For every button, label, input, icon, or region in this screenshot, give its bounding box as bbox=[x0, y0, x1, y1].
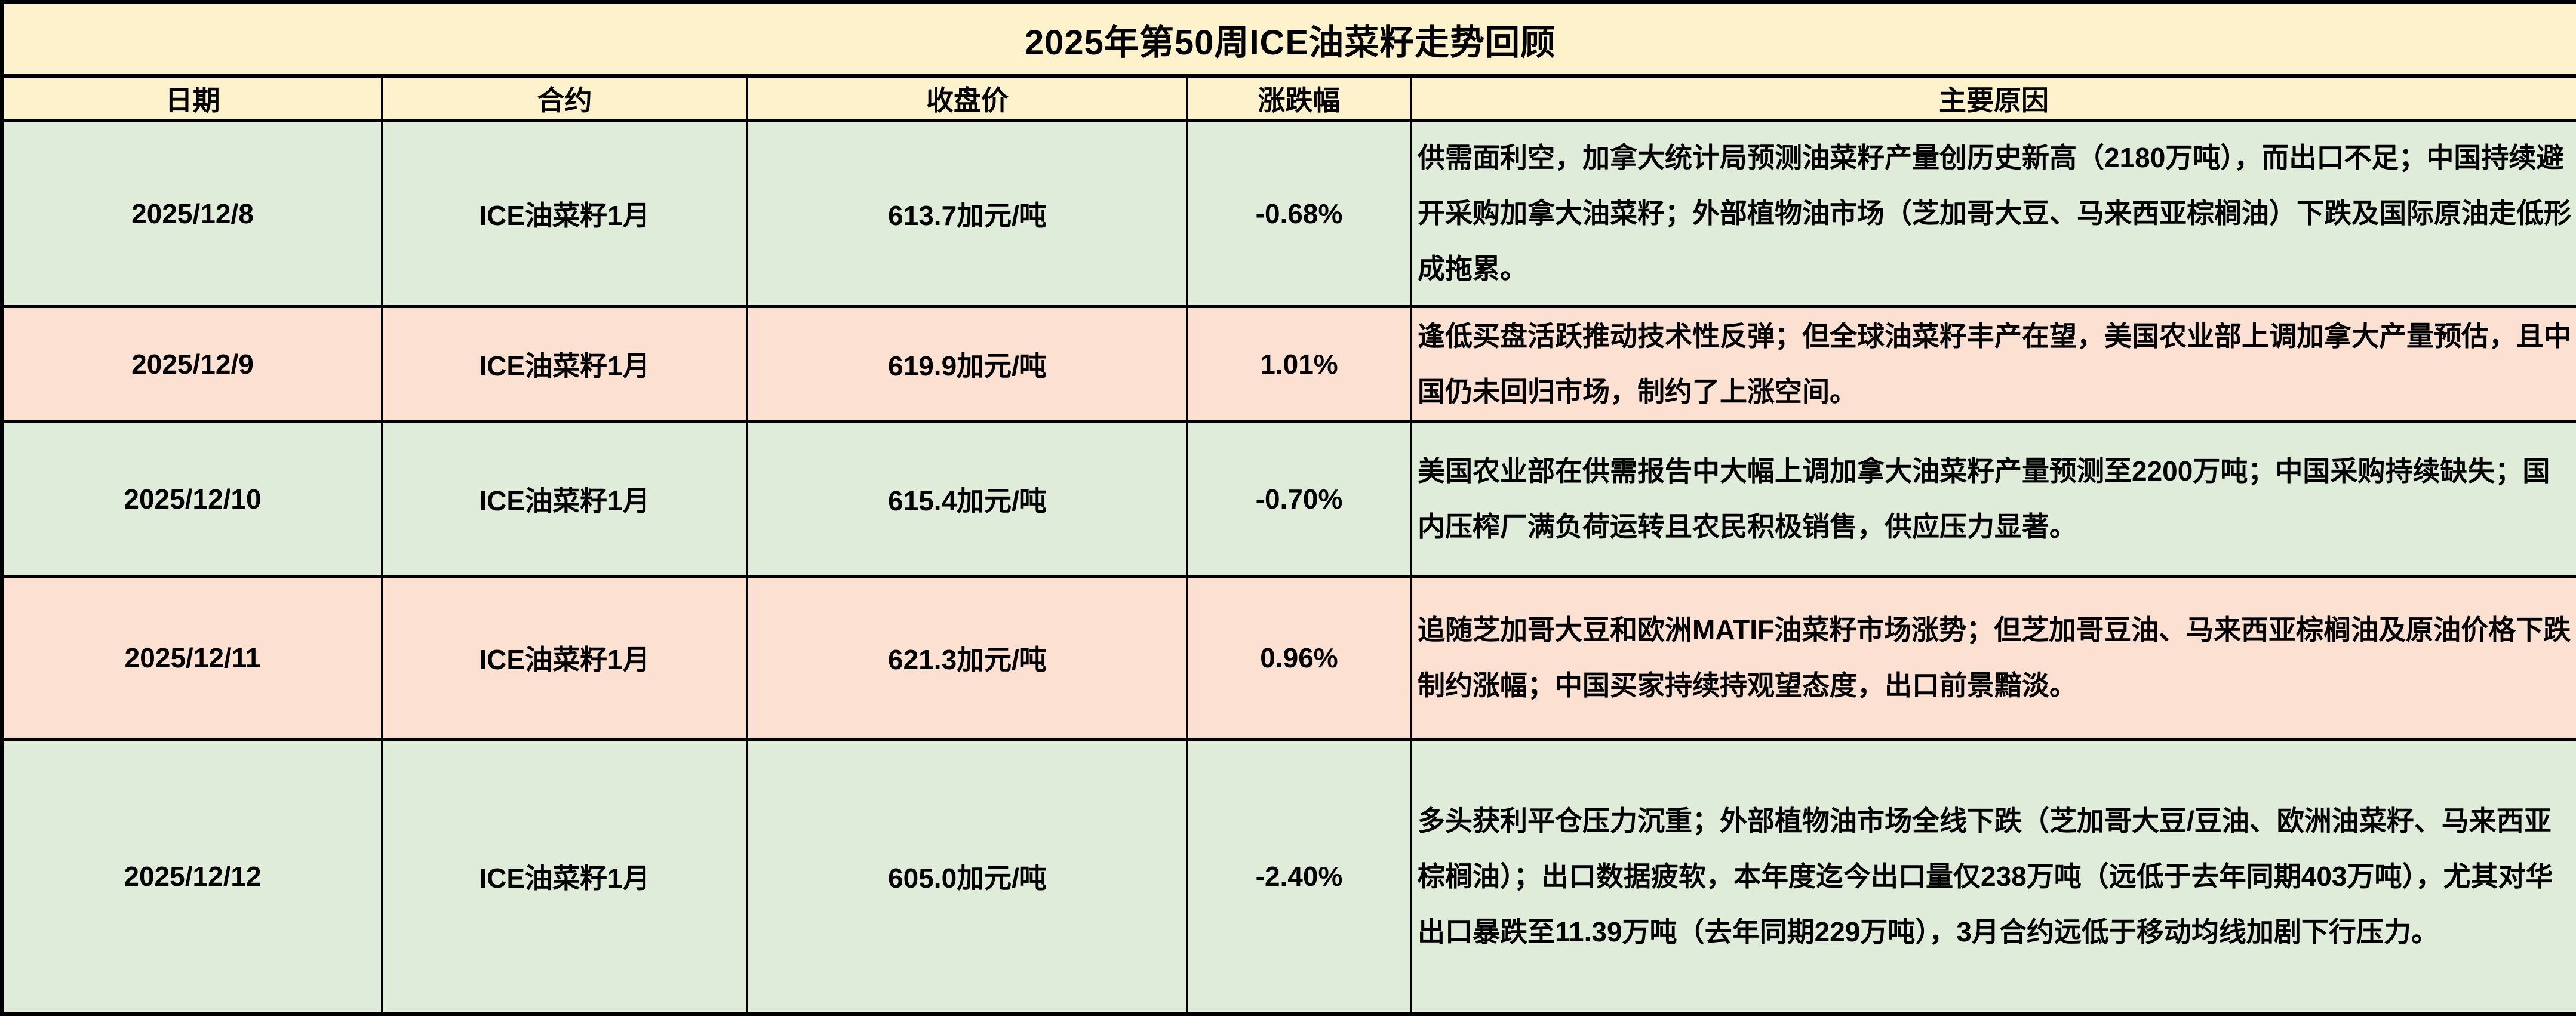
column-header-reason: 主要原因 bbox=[1409, 75, 2576, 122]
table-row: 2025/12/11 ICE油菜籽1月 621.3加元/吨 0.96% 追随芝加… bbox=[0, 574, 2576, 741]
contract-cell: ICE油菜籽1月 bbox=[381, 305, 748, 423]
reason-cell: 多头获利平仓压力沉重；外部植物油市场全线下跌（芝加哥大豆/豆油、欧洲油菜籽、马来… bbox=[1409, 738, 2576, 1016]
date-cell: 2025/12/10 bbox=[0, 420, 383, 578]
table-row: 2025/12/12 ICE油菜籽1月 605.0加元/吨 -2.40% 多头获… bbox=[0, 738, 2576, 1016]
contract-cell: ICE油菜籽1月 bbox=[381, 420, 748, 578]
contract-cell: ICE油菜籽1月 bbox=[381, 738, 748, 1016]
header-row: 日期 合约 收盘价 涨跌幅 主要原因 bbox=[0, 75, 2576, 122]
close-price-cell: 615.4加元/吨 bbox=[746, 420, 1188, 578]
change-pct-cell: 0.96% bbox=[1186, 574, 1412, 741]
table-row: 2025/12/8 ICE油菜籽1月 613.7加元/吨 -0.68% 供需面利… bbox=[0, 119, 2576, 309]
table-row: 2025/12/10 ICE油菜籽1月 615.4加元/吨 -0.70% 美国农… bbox=[0, 420, 2576, 578]
close-price-cell: 613.7加元/吨 bbox=[746, 119, 1188, 309]
title-row: 2025年第50周ICE油菜籽走势回顾 bbox=[0, 0, 2576, 79]
column-header-change: 涨跌幅 bbox=[1186, 75, 1412, 122]
change-pct-cell: -2.40% bbox=[1186, 738, 1412, 1016]
reason-cell: 美国农业部在供需报告中大幅上调加拿大油菜籽产量预测至2200万吨；中国采购持续缺… bbox=[1409, 420, 2576, 578]
contract-cell: ICE油菜籽1月 bbox=[381, 574, 748, 741]
reason-cell: 供需面利空，加拿大统计局预测油菜籽产量创历史新高（2180万吨），而出口不足；中… bbox=[1409, 119, 2576, 309]
page-title: 2025年第50周ICE油菜籽走势回顾 bbox=[0, 0, 2576, 79]
column-header-close: 收盘价 bbox=[746, 75, 1188, 122]
date-cell: 2025/12/9 bbox=[0, 305, 383, 423]
table-row: 2025/12/9 ICE油菜籽1月 619.9加元/吨 1.01% 逢低买盘活… bbox=[0, 305, 2576, 423]
reason-cell: 追随芝加哥大豆和欧洲MATIF油菜籽市场涨势；但芝加哥豆油、马来西亚棕榈油及原油… bbox=[1409, 574, 2576, 741]
reason-cell: 逢低买盘活跃推动技术性反弹；但全球油菜籽丰产在望，美国农业部上调加拿大产量预估，… bbox=[1409, 305, 2576, 423]
close-price-cell: 605.0加元/吨 bbox=[746, 738, 1188, 1016]
contract-cell: ICE油菜籽1月 bbox=[381, 119, 748, 309]
change-pct-cell: 1.01% bbox=[1186, 305, 1412, 423]
date-cell: 2025/12/8 bbox=[0, 119, 383, 309]
date-cell: 2025/12/11 bbox=[0, 574, 383, 741]
column-header-date: 日期 bbox=[0, 75, 383, 122]
close-price-cell: 619.9加元/吨 bbox=[746, 305, 1188, 423]
date-cell: 2025/12/12 bbox=[0, 738, 383, 1016]
close-price-cell: 621.3加元/吨 bbox=[746, 574, 1188, 741]
change-pct-cell: -0.68% bbox=[1186, 119, 1412, 309]
column-header-contract: 合约 bbox=[381, 75, 748, 122]
change-pct-cell: -0.70% bbox=[1186, 420, 1412, 578]
